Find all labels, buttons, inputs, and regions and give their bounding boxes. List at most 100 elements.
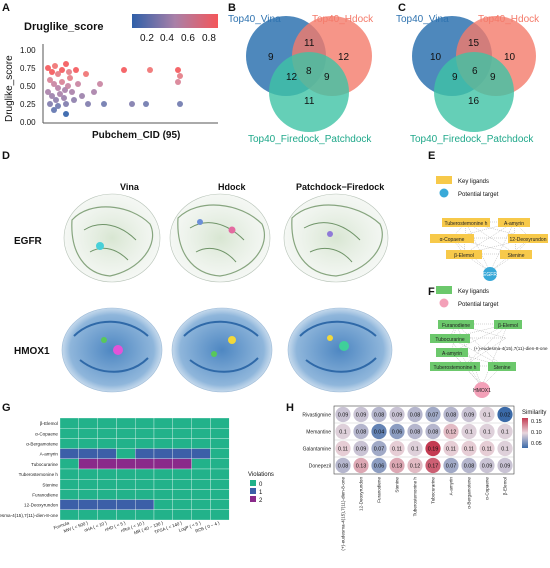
panel-h-dot: [461, 457, 477, 474]
panel-g-row-label: (+)-eudesma-4(15),7(11)-dien-8-one: [0, 513, 58, 518]
method-label-vina: Vina: [120, 182, 139, 192]
panel-h-dot: [443, 423, 459, 440]
panel-a-point: [129, 101, 135, 107]
panel-f-node: [438, 320, 474, 329]
panel-h-col-label: Stenine: [395, 477, 400, 493]
panel-g-cell: [135, 428, 155, 439]
panel-a-point: [63, 101, 69, 107]
panel-a-points: [45, 61, 183, 117]
panel-f-node-label: β-Elemol: [498, 323, 518, 329]
panel-a-point: [51, 107, 57, 113]
panel-g-cell: [59, 499, 79, 510]
panel-a-point: [53, 97, 59, 103]
panel-g-row-label: 12-Deoxyrundon: [24, 503, 58, 508]
panel-h-dot-label: 0.08: [410, 430, 421, 436]
panel-a-point: [55, 71, 61, 77]
panel-g-cell: [97, 417, 117, 429]
panel-h-dot: [389, 457, 405, 474]
panel-g-cell: [78, 479, 98, 490]
panel-e-node-label: Tuberostemonine h: [445, 221, 488, 227]
panel-h-row-label: Galantamine: [303, 447, 332, 453]
panel-g-cell: [172, 489, 192, 500]
panel-g-col-label: Formula: [53, 520, 70, 530]
panel-h-dot-label: 0.09: [500, 464, 511, 470]
panel-g-legend-item: 1: [259, 490, 263, 496]
panel-h-col-label: Tubocurarine: [431, 477, 436, 504]
panel-a-point: [61, 95, 67, 101]
panel-e-node: [508, 234, 548, 243]
panel-g-cell: [153, 458, 173, 470]
panel-e-node: [446, 250, 482, 259]
panel-g-cell: [78, 428, 98, 439]
panel-h-dot: [479, 440, 495, 457]
panel-a-point: [47, 101, 53, 107]
panel-g-row-label: β-Elemol: [40, 421, 58, 426]
panel-h-dot-label: 0.09: [392, 413, 403, 419]
panel-h-col-label: A-amyrin: [449, 477, 454, 496]
panel-e-legend-ligand-swatch: [436, 176, 452, 184]
panel-g-legend-title: Violations: [248, 472, 274, 478]
panel-h-dot-label: 0.12: [410, 464, 421, 470]
method-label-hdock: Hdock: [218, 182, 246, 192]
venn-c-count: 6: [472, 66, 478, 77]
panel-h-dot: [353, 457, 369, 474]
panel-g-cell: [191, 509, 211, 521]
panel-h-dot: [461, 406, 477, 423]
panel-f-node: [430, 334, 470, 343]
panel-h-dot: [497, 406, 513, 423]
panel-h-dot-label: 0.17: [428, 464, 439, 470]
panel-h-dot: [461, 423, 477, 440]
panel-g-row-label: Stenine: [42, 482, 58, 487]
panel-e-node-label: α-Copaene: [440, 237, 465, 243]
venn-b-label-vina: Top40_Vina: [228, 14, 281, 25]
panel-e-node-label: β-Elemol: [454, 253, 474, 259]
panel-h-dot-label: 0.09: [356, 413, 367, 419]
panel-c-venn: Top40_Vina Top40_Hdock Top40_Firedock_Pa…: [396, 14, 540, 145]
panel-g-cell: [116, 499, 136, 510]
panel-h-dot: [443, 440, 459, 457]
panel-a-point: [55, 85, 61, 91]
panel-g-cell: [78, 438, 98, 449]
venn-b-count: 11: [304, 96, 315, 107]
panel-h-dot-label: 0.08: [464, 464, 475, 470]
venn-c-count: 10: [504, 52, 516, 63]
panel-a-point: [97, 81, 103, 87]
panel-g-cell: [116, 448, 136, 459]
panel-f-legend-target-swatch: [439, 298, 449, 308]
panel-h-heatmap: Rivastigmine Memantine Galantamine Donepezi…: [302, 405, 546, 551]
panel-f-node-label: Tubocurarine: [435, 337, 464, 343]
panel-h-dot-label: 0.1: [483, 413, 491, 419]
panel-a-point: [66, 69, 72, 75]
panel-g-cell: [210, 417, 230, 429]
venn-c-patch: [434, 52, 514, 132]
protein-label-egfr: EGFR: [14, 236, 42, 247]
panel-h-dot-label: 0.09: [464, 413, 475, 419]
panel-e-target-label: EGFR: [483, 272, 497, 278]
panel-g-cell: [191, 468, 211, 480]
panel-g-cell: [210, 448, 230, 459]
panel-a-point: [83, 71, 89, 77]
panel-g-cell: [135, 417, 155, 429]
panel-g-cell: [135, 489, 155, 500]
panel-f-legend-ligand-swatch: [436, 286, 452, 294]
panel-h-dot: [407, 406, 423, 423]
panel-h-dot: [389, 440, 405, 457]
panel-f-node-label: A-amyrin: [442, 351, 462, 357]
panel-a-ytick: 0.50: [20, 82, 36, 91]
venn-c-label-vina: Top40_Vina: [396, 14, 449, 25]
panel-f-network: Key ligands Potential target Furanodiene…: [430, 286, 548, 398]
panel-g-cell: [116, 417, 136, 429]
panel-h-dot: [443, 457, 459, 474]
venn-b-count: 12: [286, 72, 298, 83]
panel-g-cell: [135, 438, 155, 449]
panel-a-point: [51, 81, 57, 87]
panel-h-dot-label: 0.08: [356, 430, 367, 436]
panel-a-point: [75, 81, 81, 87]
panel-h-dot: [335, 457, 351, 474]
panel-g-cell: [97, 458, 117, 470]
panel-h-dot-label: 0.13: [392, 464, 403, 470]
panel-g-cell: [116, 428, 136, 439]
panel-a-point: [85, 101, 91, 107]
panel-f-legend-target: Potential target: [458, 302, 499, 308]
panel-f-node-label: Furanodiene: [442, 323, 470, 329]
